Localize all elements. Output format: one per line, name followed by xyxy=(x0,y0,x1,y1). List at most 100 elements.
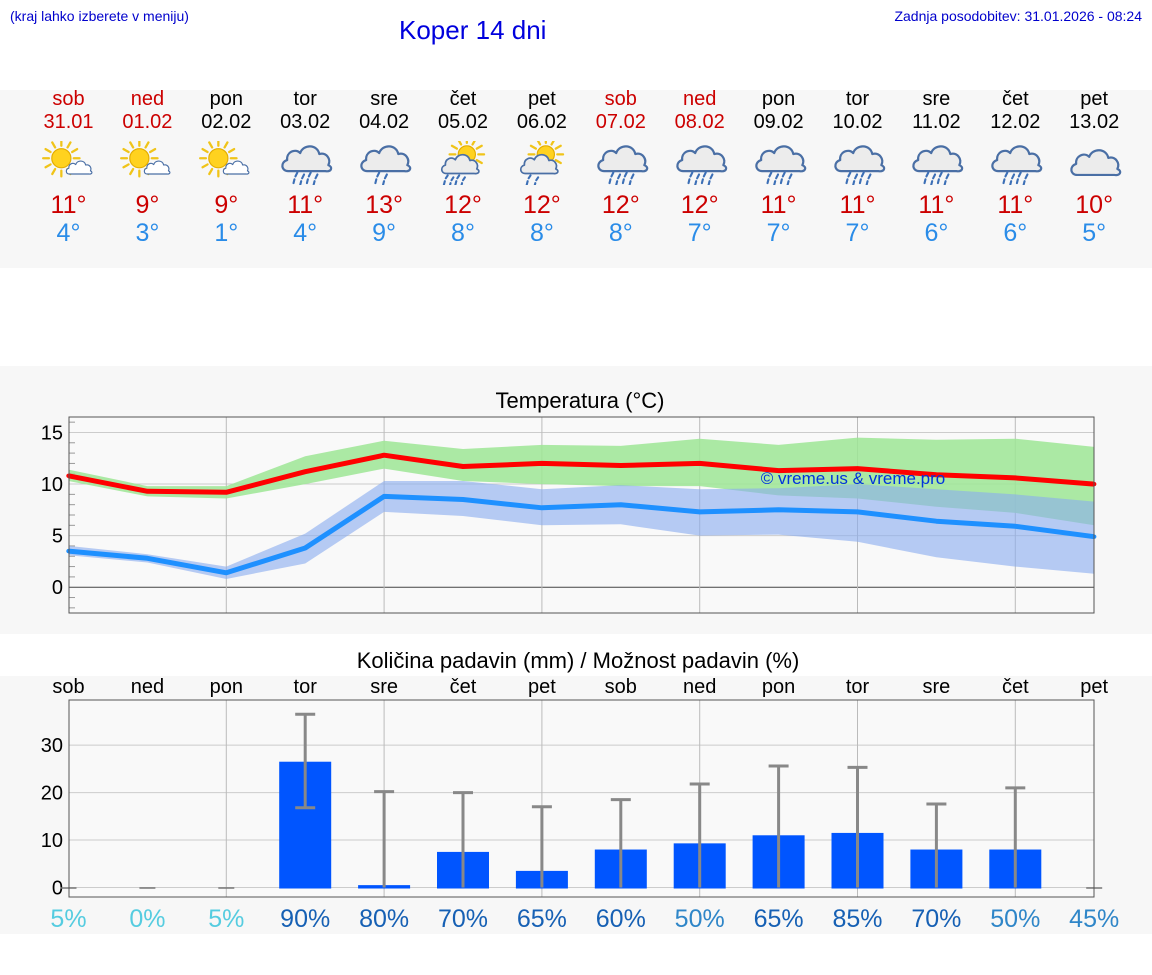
x-category-label: sob xyxy=(52,676,84,698)
min-temperature-point xyxy=(618,502,623,507)
sun-cloud-icon xyxy=(120,141,171,178)
day-name: pet xyxy=(527,88,556,110)
min-range-band xyxy=(68,481,1095,579)
max-temperature-point xyxy=(303,469,308,474)
y-tick-label: 20 xyxy=(41,783,63,805)
max-temperature: 11° xyxy=(760,191,797,219)
max-temperature-point xyxy=(1013,475,1018,481)
min-temperature: 5° xyxy=(1082,219,1107,247)
day-name: sob xyxy=(604,88,637,110)
day-name: sre xyxy=(370,88,398,110)
min-temperature: 7° xyxy=(845,219,870,247)
max-temperature: 12° xyxy=(444,191,482,219)
rain-cloud-icon xyxy=(281,145,333,185)
day-date: 01.02 xyxy=(122,111,173,133)
sun-rain-icon xyxy=(440,141,486,185)
day-name: sob xyxy=(52,88,85,110)
location-hint: (kraj lahko izberete v meniju) xyxy=(10,8,189,24)
max-temperature: 10° xyxy=(1075,191,1114,219)
precipitation-chart-title: Količina padavin (mm) / Možnost padavin … xyxy=(357,648,800,673)
max-temperature: 12° xyxy=(522,191,561,219)
x-category-label: sre xyxy=(923,676,951,698)
day-date: 02.02 xyxy=(201,111,252,133)
y-tick-label: 15 xyxy=(41,422,63,444)
day-name: tor xyxy=(845,88,870,110)
precipitation-probability-label: 60% xyxy=(596,905,646,933)
day-date: 04.02 xyxy=(359,111,410,133)
y-tick-label: 10 xyxy=(41,830,63,852)
min-temperature: 4° xyxy=(293,219,318,247)
x-category-label: čet xyxy=(450,676,477,698)
min-temperature-point xyxy=(145,556,150,561)
min-temperature-point xyxy=(381,494,387,499)
x-category-label: pon xyxy=(210,676,243,698)
min-temperature: 8° xyxy=(451,219,475,247)
page-title: Koper 14 dni xyxy=(399,15,547,45)
sun-light-rain-icon xyxy=(519,141,565,185)
day-date: 05.02 xyxy=(437,111,489,133)
min-temperature-point xyxy=(1013,524,1018,529)
day-name: čet xyxy=(1001,88,1029,110)
min-temperature: 7° xyxy=(766,219,791,247)
x-category-label: pon xyxy=(762,676,795,698)
min-temperature-point xyxy=(697,509,702,515)
y-tick-label: 0 xyxy=(52,878,63,900)
x-category-label: sob xyxy=(605,676,637,698)
day-date: 12.02 xyxy=(990,111,1041,133)
rain-cloud-icon xyxy=(833,145,885,185)
max-temperature: 13° xyxy=(365,191,403,219)
x-category-label: pet xyxy=(1080,676,1108,698)
min-temperature: 3° xyxy=(135,219,160,247)
forecast-day: čet 12.02 11° 6° xyxy=(976,88,1055,247)
precipitation-probability-label: 45% xyxy=(1069,905,1119,933)
precipitation-probability-label: 70% xyxy=(438,905,488,933)
rain-cloud-icon xyxy=(675,145,727,185)
forecast-day: sob 07.02 12° 8° xyxy=(581,88,660,247)
max-temperature-point xyxy=(460,464,466,469)
forecast-day: pon 02.02 9° 1° xyxy=(187,88,266,247)
max-temperature-point xyxy=(224,490,229,495)
min-temperature: 4° xyxy=(56,219,81,247)
max-temperature-point xyxy=(776,468,781,473)
temperature-plot-frame xyxy=(68,416,1095,614)
precipitation-probability-label: 65% xyxy=(754,905,804,933)
rain-cloud-icon xyxy=(597,145,649,185)
x-category-label: čet xyxy=(1002,676,1029,698)
precipitation-probability-label: 70% xyxy=(911,905,961,933)
day-date: 10.02 xyxy=(832,111,883,133)
max-temperature-line xyxy=(68,452,1095,495)
min-temperature: 7° xyxy=(687,219,712,247)
precipitation-probability-label: 80% xyxy=(359,905,409,933)
forecast-day: sob 31.01 11° 4° xyxy=(29,88,108,247)
precipitation-plot-frame xyxy=(68,699,1095,898)
day-date: 06.02 xyxy=(516,111,567,133)
max-temperature-point xyxy=(618,463,623,468)
cloud-icon xyxy=(1070,149,1122,177)
min-temperature: 1° xyxy=(214,219,239,247)
day-date: 08.02 xyxy=(674,111,725,133)
max-temperature-point xyxy=(145,489,150,494)
max-temperature: 12° xyxy=(601,191,640,219)
forecast-day: tor 03.02 11° 4° xyxy=(266,88,345,247)
min-temperature-point xyxy=(539,505,545,510)
day-name: čet xyxy=(449,88,477,110)
min-temperature: 6° xyxy=(924,219,949,247)
day-name: pet xyxy=(1080,88,1109,110)
day-date: 31.01 xyxy=(43,111,94,133)
precipitation-probability-label: 50% xyxy=(675,905,725,933)
min-temperature-line xyxy=(68,493,1095,576)
forecast-day: čet 05.02 12° 8° xyxy=(424,88,503,247)
min-temperature-point xyxy=(855,509,860,515)
day-name: ned xyxy=(683,88,717,110)
precipitation-probability-label: 50% xyxy=(990,905,1040,933)
x-category-label: ned xyxy=(683,676,716,698)
min-temperature: 9° xyxy=(372,219,397,247)
min-temperature: 6° xyxy=(1003,219,1028,247)
watermark: © vreme.us & vreme.pro xyxy=(761,469,945,488)
max-temperature: 9° xyxy=(135,191,160,219)
sun-cloud-icon xyxy=(199,141,250,178)
min-temperature-point xyxy=(224,570,229,575)
max-temperature-point xyxy=(381,452,387,458)
x-category-label: tor xyxy=(846,676,870,698)
